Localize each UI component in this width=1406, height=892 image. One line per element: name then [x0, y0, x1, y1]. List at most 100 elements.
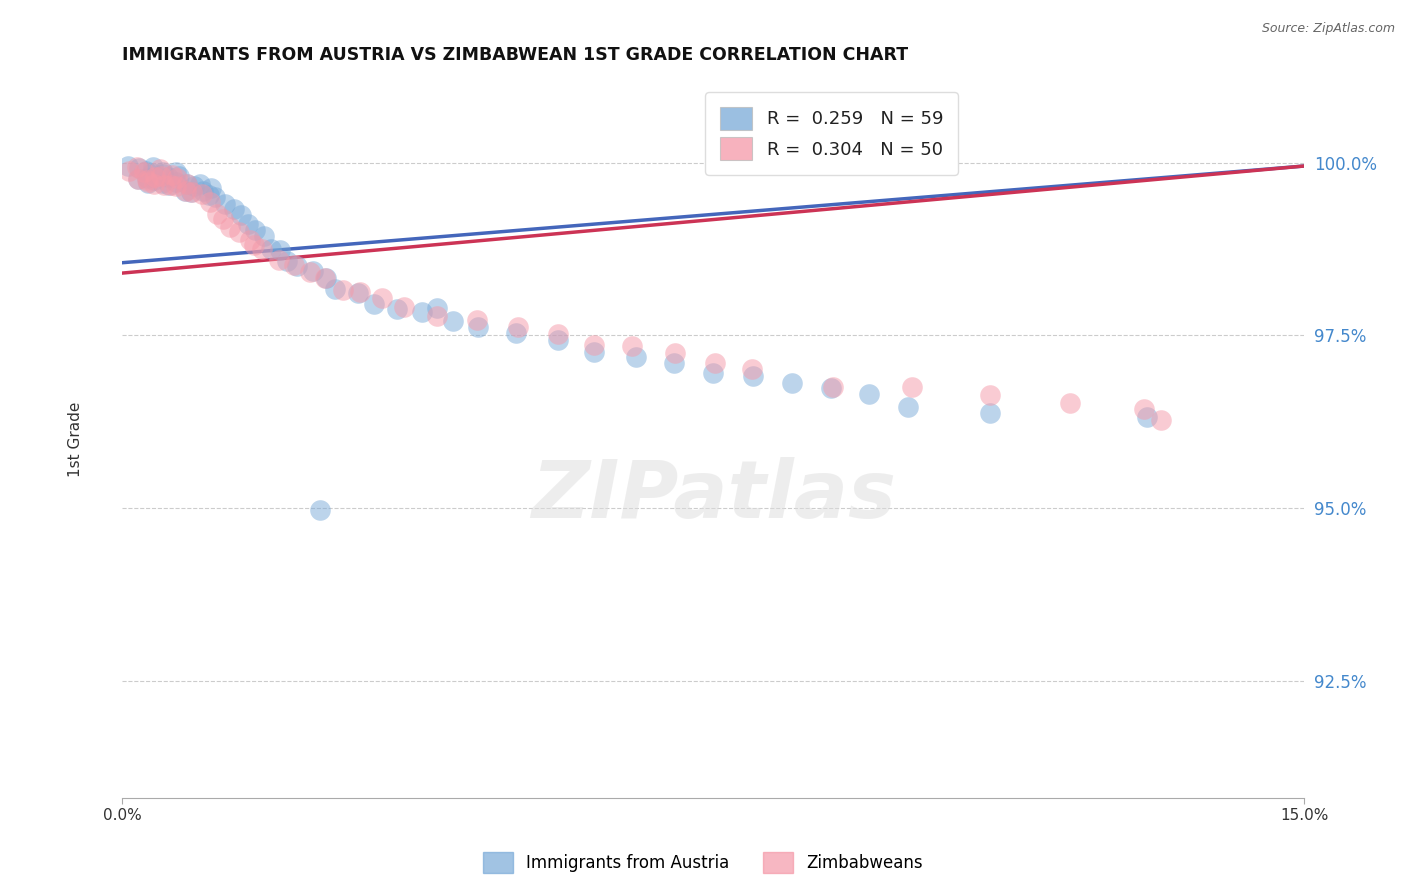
Point [309, 503, 332, 517]
Point [149, 169, 172, 184]
Point [149, 162, 172, 177]
Text: ZIPatlas: ZIPatlas [531, 458, 896, 535]
Point [176, 184, 198, 198]
Point [174, 184, 197, 198]
Legend: R =  0.259   N = 59, R =  0.304   N = 50: R = 0.259 N = 59, R = 0.304 N = 50 [706, 92, 957, 175]
Point [142, 173, 165, 187]
Point [117, 159, 139, 173]
Point [441, 314, 464, 328]
Point [176, 178, 198, 192]
Point [160, 178, 183, 192]
Point [214, 197, 236, 211]
Point [1059, 396, 1081, 410]
Point [250, 243, 273, 257]
Point [135, 164, 157, 178]
Point [315, 271, 337, 285]
Point [742, 369, 765, 384]
Point [153, 178, 176, 193]
Point [157, 178, 180, 192]
Point [169, 169, 191, 184]
Point [704, 356, 727, 370]
Point [219, 219, 242, 234]
Point [467, 319, 489, 334]
Point [142, 160, 165, 174]
Point [547, 327, 569, 342]
Point [191, 187, 214, 202]
Point [143, 178, 166, 192]
Point [231, 208, 253, 222]
Point [160, 168, 183, 182]
Text: Source: ZipAtlas.com: Source: ZipAtlas.com [1261, 22, 1395, 36]
Point [624, 350, 647, 364]
Point [238, 217, 260, 231]
Legend: Immigrants from Austria, Zimbabweans: Immigrants from Austria, Zimbabweans [477, 846, 929, 880]
Point [243, 222, 266, 236]
Point [332, 283, 354, 297]
Point [858, 387, 880, 401]
Point [193, 184, 215, 198]
Point [582, 337, 605, 351]
Point [165, 165, 187, 179]
Point [301, 264, 323, 278]
Point [820, 381, 842, 395]
Point [141, 166, 163, 180]
Point [508, 319, 530, 334]
Point [371, 291, 394, 305]
Point [132, 165, 155, 179]
Point [363, 296, 385, 310]
Point [118, 164, 141, 178]
Point [346, 285, 368, 300]
Point [1136, 410, 1159, 425]
Point [125, 160, 148, 174]
Point [664, 346, 686, 360]
Point [426, 309, 449, 323]
Point [198, 188, 221, 202]
Point [780, 376, 803, 390]
Point [582, 345, 605, 359]
Point [314, 271, 336, 285]
Point [547, 334, 569, 348]
Point [621, 339, 644, 353]
Point [269, 253, 291, 268]
Point [165, 178, 187, 193]
Text: IMMIGRANTS FROM AUSTRIA VS ZIMBABWEAN 1ST GRADE CORRELATION CHART: IMMIGRANTS FROM AUSTRIA VS ZIMBABWEAN 1S… [122, 46, 908, 64]
Point [897, 400, 920, 414]
Point [298, 265, 321, 279]
Point [127, 172, 149, 186]
Point [128, 161, 150, 176]
Point [662, 356, 685, 370]
Point [222, 202, 245, 216]
Point [411, 305, 433, 319]
Point [285, 260, 308, 274]
Point [180, 185, 202, 199]
Point [136, 176, 159, 190]
Point [901, 380, 924, 394]
Point [200, 181, 222, 195]
Point [821, 380, 844, 394]
Point [979, 388, 1001, 402]
Point [176, 177, 198, 191]
Point [205, 206, 228, 220]
Point [1133, 402, 1156, 417]
Point [212, 211, 235, 226]
Point [150, 177, 173, 191]
Point [152, 167, 174, 181]
Point [269, 243, 291, 257]
Point [325, 282, 347, 296]
Point [204, 190, 226, 204]
Point [127, 172, 149, 186]
Point [741, 362, 763, 376]
Point [152, 165, 174, 179]
Point [505, 326, 527, 340]
Point [188, 177, 211, 191]
Point [276, 253, 298, 268]
Point [136, 172, 159, 186]
Point [228, 225, 250, 239]
Point [136, 170, 159, 185]
Point [253, 228, 276, 243]
Point [426, 301, 449, 315]
Point [166, 175, 188, 189]
Point [183, 178, 205, 193]
Point [1150, 413, 1173, 427]
Point [156, 169, 179, 184]
